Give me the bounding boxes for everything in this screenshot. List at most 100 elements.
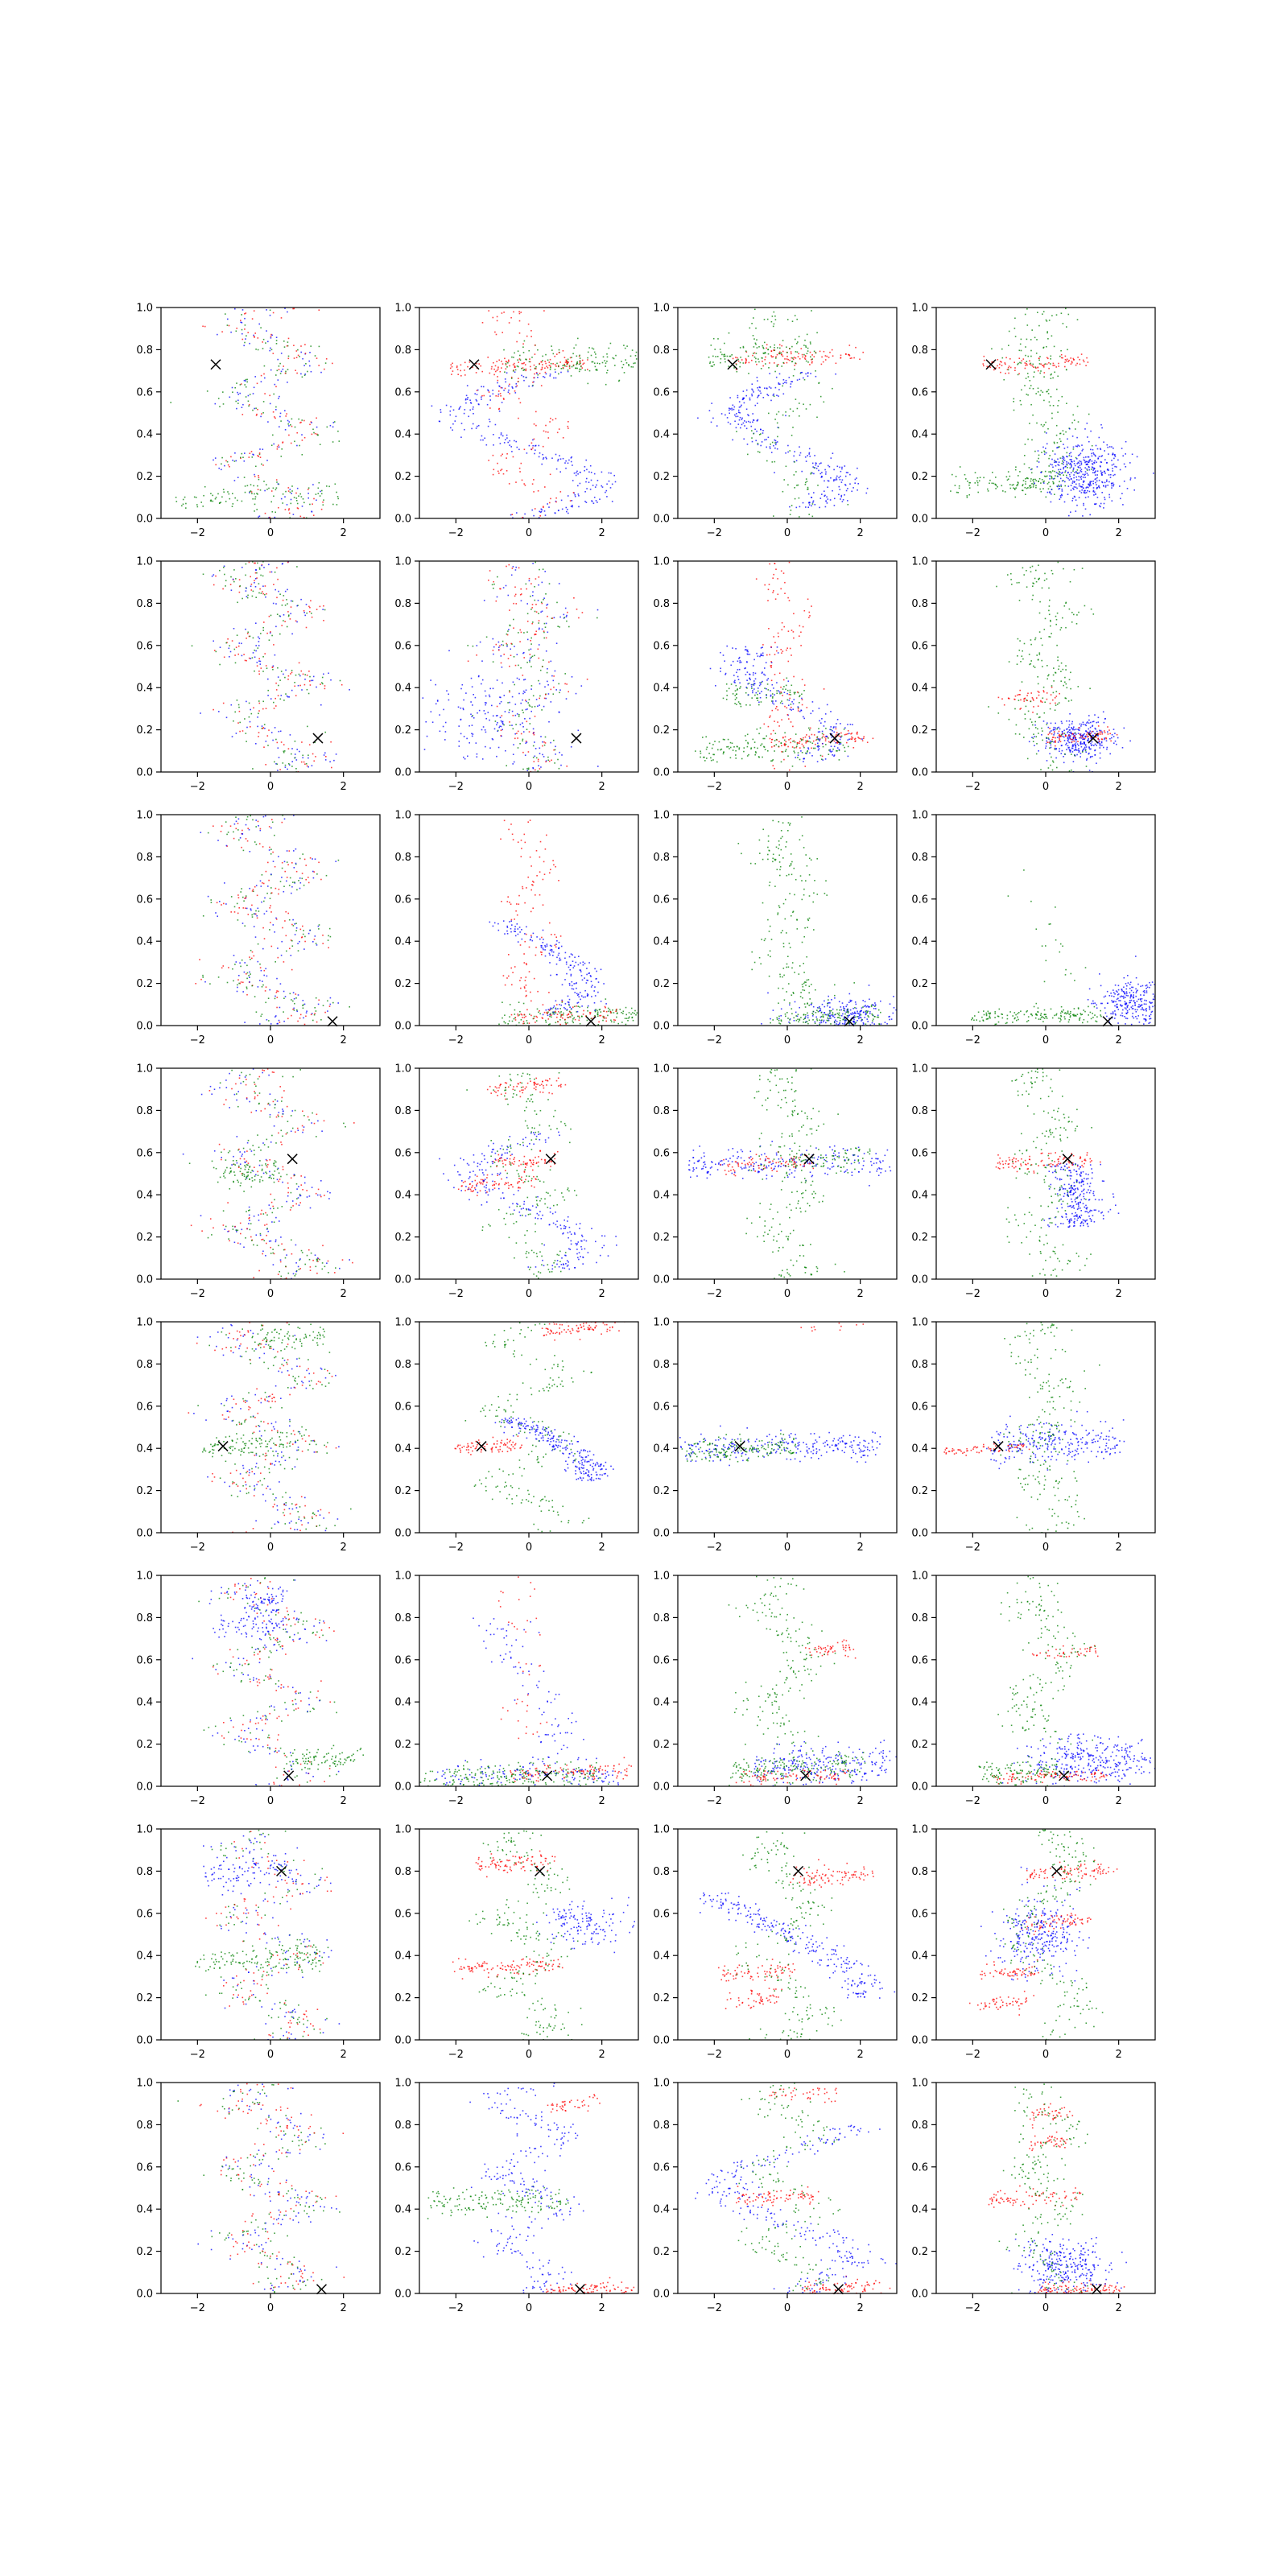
scatter-point [1129,740,1131,742]
scatter-point [249,452,251,454]
scatter-point [626,345,628,347]
scatter-point [1051,458,1053,460]
y-tick-label: 0.8 [653,345,670,357]
scatter-point [734,699,737,700]
scatter-point [743,438,745,440]
scatter-point [1087,732,1088,734]
scatter-point [463,412,465,415]
scatter-point [1089,748,1091,750]
scatter-point [263,481,265,482]
scatter-point [1086,759,1088,761]
scatter-point [585,481,587,483]
scatter-point [1033,733,1034,735]
scatter-point [834,497,836,500]
scatter-point [700,750,701,753]
scatter-point [554,364,556,365]
scatter-point [218,502,221,504]
scatter-point [1001,485,1003,487]
scatter-point [240,321,242,324]
scatter-point [762,348,765,349]
scatter-point [491,737,493,740]
scatter-point [497,722,498,724]
scatter-point [500,434,502,436]
scatter-point [467,660,469,663]
scatter-point [776,646,778,648]
scatter-point [555,689,557,691]
scatter-point [475,398,477,401]
scatter-point [1075,739,1077,741]
scatter-point [1038,691,1040,693]
scatter-point [1055,623,1057,625]
scatter-point [720,357,722,360]
scatter-point [809,364,811,365]
scatter-point [806,353,808,354]
scatter-point [768,412,770,415]
scatter-point [557,365,559,367]
scatter-point [1105,737,1107,740]
scatter-point [1032,712,1034,713]
scatter-point [1111,485,1113,487]
scatter-point [815,375,817,378]
scatter-point [824,713,827,715]
scatter-point [254,650,255,651]
scatter-point [758,361,760,363]
scatter-point [539,363,540,365]
scatter-point [557,460,559,462]
scatter-point [765,662,767,663]
scatter-point [304,614,306,617]
scatter-point [1045,742,1047,745]
scatter-point [525,700,526,701]
scatter-point [239,392,241,394]
scatter-point [1061,731,1063,733]
scatter-point [739,682,741,684]
scatter-point [759,696,762,699]
scatter-point [726,690,728,692]
scatter-point [334,483,336,485]
scatter-point [538,517,540,518]
scatter-point [788,377,791,378]
scatter-point [1046,345,1047,348]
scatter-point [1100,461,1103,463]
scatter-point [802,502,804,504]
scatter-point [783,479,785,481]
scatter-point [538,622,539,624]
scatter-point [825,473,827,475]
scatter-point [274,416,275,418]
scatter-point [278,506,279,509]
scatter-point [1018,373,1020,375]
scatter-point [1084,748,1087,750]
scatter-point [855,346,857,349]
scatter-point [305,763,308,765]
scatter-point [487,425,489,427]
scatter-point [264,489,266,492]
scatter-point [1073,729,1075,731]
scatter-point [539,768,541,770]
scatter-point [1029,380,1031,382]
scatter-point [545,593,547,595]
scatter-point [833,755,835,757]
scatter-point [1129,477,1132,479]
scatter-point [1083,724,1084,725]
scatter-point [597,502,598,503]
scatter-point [1048,471,1050,473]
scatter-point [1039,372,1041,374]
scatter-point [808,453,810,455]
scatter-point [262,626,264,629]
scatter-point [824,736,826,738]
scatter-point [498,437,500,439]
scatter-point [803,758,804,760]
scatter-point [481,683,482,685]
scatter-point [998,367,1001,369]
scatter-point [528,731,530,733]
scatter-point [1052,478,1055,480]
scatter-point [541,602,543,605]
scatter-point [815,462,817,464]
scatter-point [1082,515,1084,517]
scatter-point [257,725,258,728]
scatter-point [514,683,515,686]
scatter-point [770,646,772,648]
scatter-point [1062,323,1064,324]
scatter-point [799,758,801,761]
scatter-point [839,738,841,741]
scatter-point [747,683,749,685]
